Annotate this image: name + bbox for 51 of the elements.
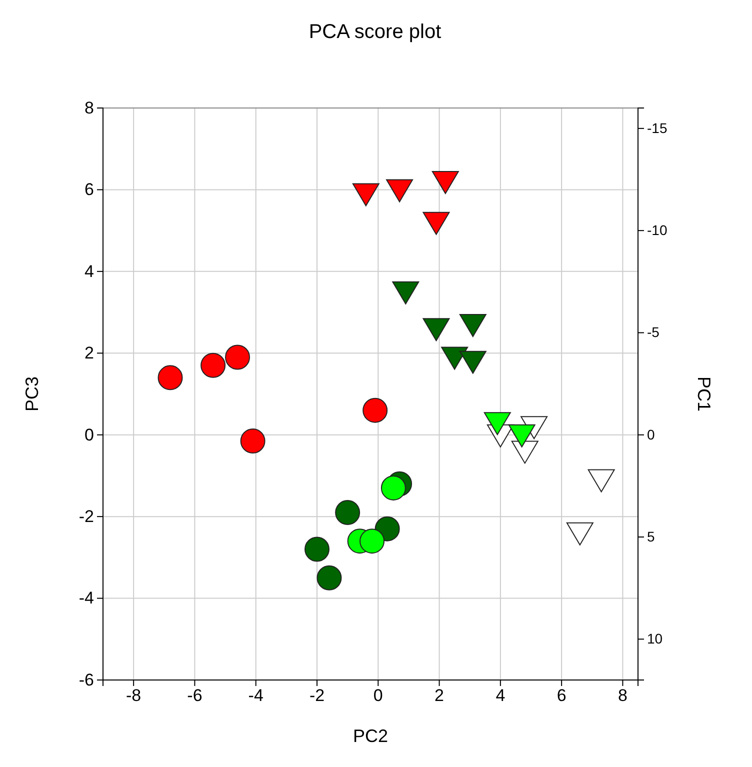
point: [380, 475, 406, 500]
point: [511, 440, 538, 464]
point: [588, 469, 615, 492]
y-tick-label: 2: [84, 344, 94, 363]
x-tick-label: 2: [434, 686, 444, 706]
x-tick-label: 6: [556, 686, 566, 706]
point: [240, 428, 266, 454]
point: [422, 318, 450, 342]
chart-title: PCA score plot: [308, 21, 442, 43]
point: [304, 536, 330, 562]
y2-tick-label: 0: [647, 426, 655, 442]
point: [432, 171, 459, 194]
y-tick-label: -4: [78, 588, 94, 608]
point: [386, 179, 414, 202]
point: [422, 212, 450, 235]
point: [392, 281, 420, 304]
point: [158, 365, 183, 390]
point: [316, 565, 342, 590]
y2-tick-label: -5: [647, 324, 660, 340]
point: [200, 352, 226, 378]
point: [484, 412, 511, 436]
point: [352, 183, 380, 206]
x-axis-title: PC2: [352, 726, 388, 746]
point: [441, 346, 468, 370]
x-tick-label: -4: [248, 686, 264, 706]
y-tick-label: -6: [78, 670, 94, 690]
y-tick-label: 8: [84, 98, 94, 118]
x-tick-label: -6: [187, 686, 202, 706]
y-tick-label: 0: [84, 425, 94, 444]
x-tick-label: 4: [496, 686, 506, 706]
y2-tick-label: 10: [647, 630, 663, 647]
y-tick-label: 6: [84, 180, 94, 200]
y-tick-label: 4: [84, 262, 94, 281]
point: [508, 424, 536, 448]
x-tick-label: -8: [126, 686, 142, 706]
x-tick-label: 0: [373, 686, 383, 706]
y2-tick-label: 5: [647, 528, 655, 544]
x-tick-label: 8: [618, 686, 628, 706]
point: [225, 344, 250, 370]
point: [335, 500, 360, 525]
y2-axis-title: PC1: [694, 376, 714, 412]
point: [360, 528, 385, 554]
y-axis-title: PC3: [22, 376, 42, 412]
y2-tick-label: -10: [647, 222, 668, 238]
y-tick-label: -2: [78, 507, 94, 526]
x-tick-label: -2: [309, 686, 325, 706]
point: [362, 398, 388, 423]
point: [566, 522, 594, 546]
y2-tick-label: -15: [647, 120, 668, 136]
point: [459, 314, 486, 338]
point: [459, 350, 486, 374]
